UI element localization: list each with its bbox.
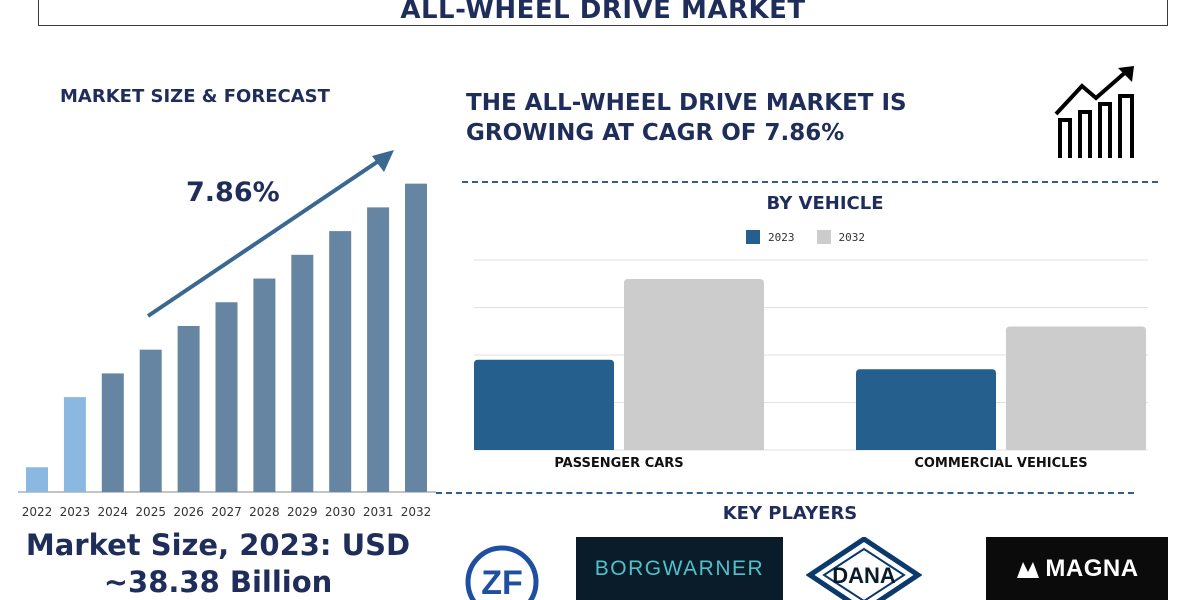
forecast-tick-2032: 2032 (401, 505, 432, 519)
market-size-line2: ~38.38 Billion (103, 565, 333, 599)
forecast-tick-2024: 2024 (98, 505, 129, 519)
trend-arrow-head (372, 150, 394, 172)
cagr-annotation: 7.86% (186, 177, 280, 208)
forecast-bar-2022 (26, 467, 48, 492)
by-vehicle-chart: PASSENGER CARS COMMERCIAL VEHICLES (474, 259, 1148, 471)
forecast-bar-2032 (405, 183, 427, 492)
market-size-text: Market Size, 2023: USD ~38.38 Billion (0, 527, 436, 600)
svg-text:DANA: DANA (832, 563, 896, 588)
vehicle-bar-1-2032 (1006, 326, 1146, 450)
forecast-tick-2027: 2027 (211, 505, 242, 519)
forecast-tick-2025: 2025 (135, 505, 166, 519)
headline-line2: GROWING AT CAGR OF 7.86% (466, 120, 845, 146)
magna-logo: MAGNA (986, 537, 1168, 600)
vehicle-bar-0-2032 (624, 279, 764, 450)
forecast-bar-2025 (139, 349, 162, 492)
forecast-bar-2031 (367, 207, 390, 492)
trend-arrow-line (146, 154, 388, 318)
forecast-bar-2028 (253, 278, 276, 492)
forecast-tick-2031: 2031 (363, 505, 394, 519)
legend-label-2023: 2023 (768, 230, 795, 244)
legend-label-2032: 2032 (838, 230, 866, 244)
forecast-bar-2026 (177, 325, 200, 492)
borgwarner-logo: BORGWARNER (576, 537, 783, 600)
vehicle-category-label-1: COMMERCIAL VEHICLES (914, 456, 1087, 471)
headline-line1: THE ALL-WHEEL DRIVE MARKET IS (466, 90, 907, 116)
dashed-divider-bottom (436, 492, 1134, 494)
market-forecast-chart: 2022 2023 2024 2025 2026 2027 2028 2029 2030 2031… (18, 150, 436, 519)
svg-text:ZF: ZF (481, 564, 523, 600)
title-box: ALL-WHEEL DRIVE MARKET (38, 0, 1168, 26)
growth-chart-icon (1054, 66, 1134, 158)
forecast-tick-2026: 2026 (173, 505, 204, 519)
forecast-bar-2024 (101, 373, 124, 492)
forecast-bar-2029 (291, 254, 314, 492)
legend-swatch-2023 (746, 230, 760, 244)
vehicle-bar-0-2023 (474, 359, 614, 450)
vehicle-legend: 2023 2032 (746, 230, 865, 244)
forecast-tick-2029: 2029 (287, 505, 318, 519)
forecast-bar-2023 (63, 397, 86, 492)
dashed-divider-top (462, 181, 1158, 183)
vehicle-category-label-0: PASSENGER CARS (554, 456, 683, 471)
key-players-heading: KEY PLAYERS (722, 503, 858, 524)
forecast-bar-2030 (329, 231, 352, 492)
vehicle-bar-1-2023 (856, 369, 996, 450)
forecast-tick-2022: 2022 (22, 505, 53, 519)
market-size-forecast-heading: MARKET SIZE & FORECAST (60, 86, 330, 107)
legend-item-2023: 2023 (746, 230, 795, 244)
forecast-tick-2023: 2023 (60, 505, 91, 519)
page-title: ALL-WHEEL DRIVE MARKET (400, 0, 806, 25)
legend-swatch-2032 (816, 230, 831, 244)
by-vehicle-heading: BY VEHICLE (766, 193, 884, 214)
legend-item-2032: 2032 (816, 230, 866, 244)
forecast-bar-2027 (215, 302, 238, 492)
headline: THE ALL-WHEEL DRIVE MARKET IS GROWING AT… (466, 88, 986, 148)
dana-logo: DANA (806, 537, 922, 600)
forecast-tick-2030: 2030 (325, 505, 356, 519)
market-size-line1: Market Size, 2023: USD (25, 528, 411, 562)
forecast-tick-2028: 2028 (249, 505, 280, 519)
zf-logo: ZF (462, 537, 542, 600)
